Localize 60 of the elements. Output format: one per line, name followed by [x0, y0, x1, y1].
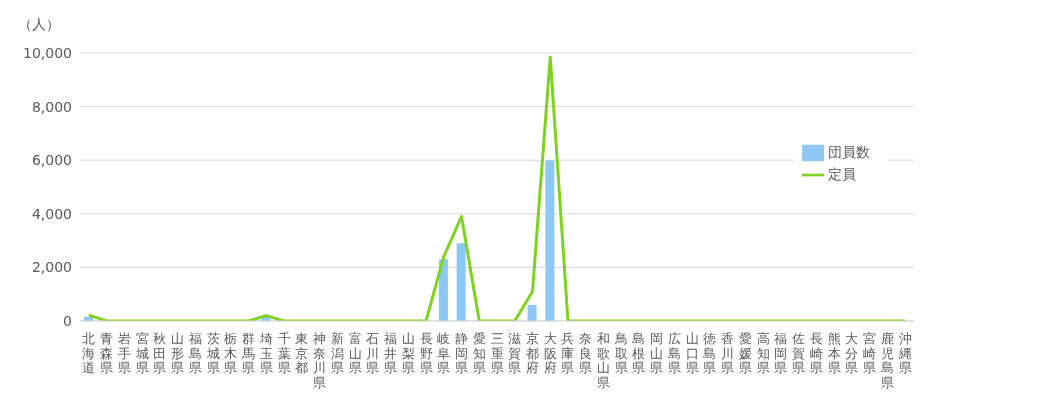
x-tick-label: 石川県: [366, 331, 380, 375]
x-tick-label: 大分県: [845, 331, 859, 375]
x-tick-label: 長崎県: [809, 331, 823, 375]
x-tick-label: 北海道: [82, 331, 96, 375]
y-tick-label: 6,000: [31, 152, 72, 169]
legend-label: 定員: [828, 166, 856, 182]
x-tick-label: 宮城県: [134, 331, 149, 375]
x-tick-label: 山形県: [171, 331, 185, 375]
x-tick-label: 岡山県: [650, 331, 664, 375]
x-tick-label: 熊本県: [827, 331, 841, 375]
x-tick-label: 愛知県: [472, 331, 486, 375]
bar: [527, 304, 537, 321]
x-tick-label: 神奈川県: [313, 331, 327, 390]
x-tick-label: 長野県: [419, 331, 433, 375]
x-tick-label: 秋田県: [153, 331, 167, 375]
x-tick-label: 佐賀県: [792, 331, 806, 375]
x-tick-label: 沖縄県: [897, 331, 912, 375]
x-tick-label: 愛媛県: [738, 331, 752, 375]
x-tick-label: 山口県: [685, 331, 699, 375]
x-tick-label: 京都府: [525, 331, 539, 375]
y-tick-label: 2,000: [31, 259, 72, 276]
y-tick-label: 4,000: [31, 205, 72, 222]
x-tick-label: 徳島県: [703, 331, 717, 375]
x-tick-label: 茨城県: [205, 331, 220, 375]
x-tick-label: 兵庫県: [561, 331, 575, 375]
y-axis-title: （人）: [18, 16, 60, 34]
x-tick-label: 高知県: [756, 331, 770, 375]
x-tick-label: 広島県: [667, 331, 681, 375]
x-tick-label: 青森県: [100, 331, 114, 375]
x-tick-label: 和歌山県: [596, 331, 610, 390]
x-tick-label: 埼玉県: [258, 331, 273, 375]
x-tick-label: 鹿児島県: [880, 331, 894, 390]
x-tick-label: 福岡県: [774, 331, 788, 375]
y-tick-label: 0: [63, 312, 72, 329]
x-tick-label: 滋賀県: [508, 331, 522, 375]
x-tick-label: 東京都: [295, 331, 309, 375]
bar: [456, 243, 466, 321]
x-tick-label: 三重県: [490, 331, 504, 375]
x-tick-label: 山梨県: [401, 331, 415, 375]
x-tick-label: 群馬県: [241, 331, 256, 375]
x-tick-label: 栃木県: [224, 331, 238, 375]
x-tick-label: 大阪府: [543, 331, 557, 375]
x-tick-label: 新潟県: [330, 331, 344, 375]
y-tick-label: 8,000: [31, 98, 72, 115]
x-tick-label: 静岡県: [455, 331, 469, 375]
x-tick-label: 岐阜県: [437, 331, 451, 375]
x-tick-label: 奈良県: [579, 331, 593, 375]
x-tick-label: 福島県: [188, 331, 202, 375]
x-tick-label: 福井県: [384, 331, 398, 375]
x-tick-label: 宮崎県: [863, 331, 877, 375]
legend-label: 団員数: [828, 144, 870, 160]
x-tick-label: 富山県: [348, 331, 362, 375]
bar: [438, 259, 448, 321]
x-tick-label: 岩手県: [117, 331, 131, 375]
x-tick-label: 島根県: [632, 331, 646, 375]
x-tick-label: 香川県: [721, 331, 735, 375]
x-tick-label: 鳥取県: [613, 331, 628, 375]
x-tick-label: 千葉県: [277, 331, 291, 375]
bar: [545, 160, 555, 321]
y-tick-label: 10,000: [23, 44, 72, 61]
